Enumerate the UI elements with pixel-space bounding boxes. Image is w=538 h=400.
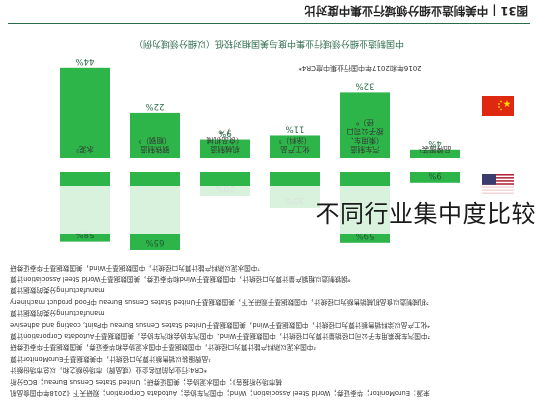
value-label-china: 32% <box>356 80 375 90</box>
title-divider <box>8 23 530 24</box>
note-line: ⁵机械制造以食品机械销售额为口径统计，中国数据基于观研天下，美国数据基于Unit… <box>10 297 429 306</box>
note-line: ²中国水泥以熟料产能计算为口径统计，中国数据基于中国水泥协会和华泰证券，美国数据… <box>10 343 316 352</box>
value-label-china: 9% <box>218 128 232 138</box>
source-notes: 来源：EuroMonitor；华泰证券；World Steel Associat… <box>0 262 538 400</box>
note-line: *CR4:行业内前四名企业（或品牌）市场份额之和，以总市场份额计 <box>10 366 207 375</box>
bar-china <box>410 149 460 158</box>
note-line: ⁷中国水泥以熟料产能计算为口径统计，中国数据基于Wind，美国数据基于华泰证券研 <box>10 263 260 272</box>
note-line: ¹品牌服装以销售额计算为口径统计，中美数据基于EuroMonitor计算 <box>10 354 211 363</box>
axis-label: 2016年和2017年中国行业集中度CR4* <box>298 64 422 73</box>
note-line: 械市场分析报告》；中国水泥协会；美国证券研；United States Cens… <box>10 377 282 386</box>
value-label-china: 11% <box>286 123 305 133</box>
bar-china <box>270 135 320 158</box>
category-label: 汽车制造（乘用车、按子公司口径）⁶ <box>347 118 384 154</box>
note-line: ³中国汽车按乘用车子公司口径销量计算为口径统计，中国数据基于Wind、中国汽车协… <box>10 331 431 340</box>
category-label: 化工产品（涂料）⁵ <box>279 136 312 154</box>
value-label-usa: 65% <box>146 237 165 247</box>
category-labels-group: 水泥² 钢铁制造（粗钢）³ 机械制造（食品机械）⁴ 化工产品（涂料）⁵ 汽车制造（乘用车… <box>76 118 451 154</box>
value-label-usa: 9% <box>428 170 442 180</box>
category-label: 品牌服装¹ <box>419 145 452 154</box>
note-line: ⁴化工产品以涂料销售额计算为口径统计，中国数据基于Wind，美国数据基于Unit… <box>10 320 430 329</box>
category-label: 机械制造（食品机械）⁴ <box>206 127 244 154</box>
caption-overlay: 不同行业集中度比较 <box>0 186 538 234</box>
note-line: manufacturing分类的数据计算 <box>10 286 105 295</box>
bar-china <box>200 139 250 158</box>
category-label: 水泥² <box>76 145 94 154</box>
note-line: ⁶钢铁制造以粗钢产量计算为口径统计，中国数据基于Wind和华泰证券，美国数据基于… <box>10 274 351 283</box>
note-line: 来源：EuroMonitor；华泰证券；World Steel Associat… <box>10 389 430 397</box>
value-label-usa: 59% <box>356 230 375 240</box>
category-label: 钢铁制造（粗钢）³ <box>139 136 172 154</box>
china-flag-icon <box>482 96 514 116</box>
bar-china <box>60 67 110 158</box>
value-label-china: 22% <box>146 101 165 111</box>
value-label-china: 44% <box>76 56 95 66</box>
bar-china <box>130 112 180 158</box>
bar-china <box>340 92 390 158</box>
value-label-china: 4% <box>428 138 442 148</box>
bar-usa <box>410 172 460 183</box>
note-line: manufacturing分类的数据计算 <box>10 309 105 318</box>
overlay-caption: 不同行业集中度比较 <box>315 200 536 228</box>
